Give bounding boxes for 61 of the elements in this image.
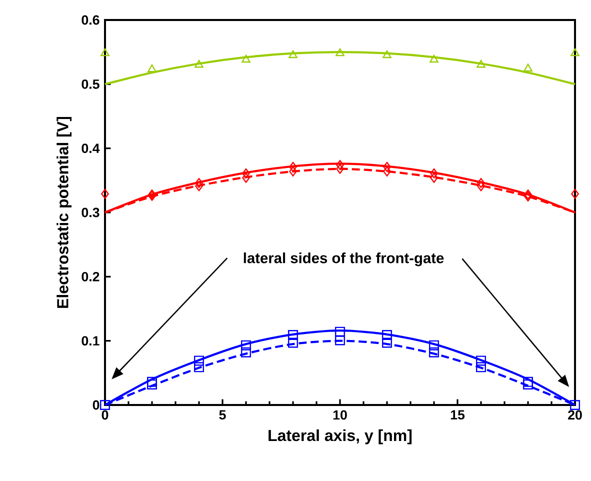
point: [382, 338, 392, 348]
y-tick-label: 0.1: [82, 336, 100, 346]
point: [570, 48, 580, 56]
point: [382, 50, 392, 58]
point: [336, 164, 344, 174]
point: [335, 335, 346, 346]
y-tick-label: 0: [92, 400, 100, 410]
point: [289, 166, 297, 176]
point: [430, 168, 438, 178]
point: [383, 162, 391, 172]
point: [242, 168, 250, 178]
point: [101, 188, 109, 199]
point: [288, 338, 298, 348]
point: [289, 162, 297, 172]
point: [288, 50, 298, 58]
y-tick-label: 0.5: [82, 79, 100, 89]
point: [524, 64, 532, 72]
point: [383, 166, 391, 176]
point: [429, 340, 440, 350]
x-tick-label: 5: [219, 410, 226, 420]
y-tick-label: 0.4: [82, 144, 100, 154]
point: [430, 54, 438, 63]
y-axis-title: Electrostatic potential [V]: [56, 116, 72, 308]
x-tick-label: 20: [568, 410, 582, 420]
point: [571, 188, 579, 199]
point: [429, 347, 440, 358]
x-tick-label: 15: [450, 410, 465, 420]
point: [100, 400, 110, 410]
annotation: lateral sides of the front-gate: [244, 252, 444, 266]
point: [476, 356, 486, 366]
point: [477, 181, 485, 192]
point: [242, 172, 250, 183]
point: [194, 362, 204, 372]
point: [477, 178, 485, 188]
point: [148, 64, 156, 72]
point: [241, 347, 252, 358]
point: [570, 400, 580, 410]
x-axis-title: Lateral axis, y [nm]: [268, 429, 412, 444]
point: [335, 326, 346, 337]
y-tick-label: 0.2: [82, 272, 100, 282]
point: [195, 178, 203, 188]
point: [195, 181, 203, 192]
point: [382, 330, 392, 340]
point: [430, 172, 438, 183]
point: [147, 379, 158, 390]
point: [476, 60, 486, 68]
point: [288, 330, 298, 340]
point: [242, 54, 250, 63]
x-tick-label: 0: [102, 410, 108, 420]
point: [336, 48, 344, 56]
point: [194, 356, 204, 366]
point: [336, 160, 344, 170]
point: [241, 340, 252, 350]
point: [194, 60, 204, 68]
x-tick-label: 10: [333, 410, 347, 420]
y-tick-label: 0.6: [82, 15, 100, 25]
y-tick-label: 0.3: [82, 208, 100, 218]
point: [476, 362, 486, 372]
point: [523, 376, 534, 387]
line-series: [104, 51, 576, 86]
point: [100, 48, 110, 56]
